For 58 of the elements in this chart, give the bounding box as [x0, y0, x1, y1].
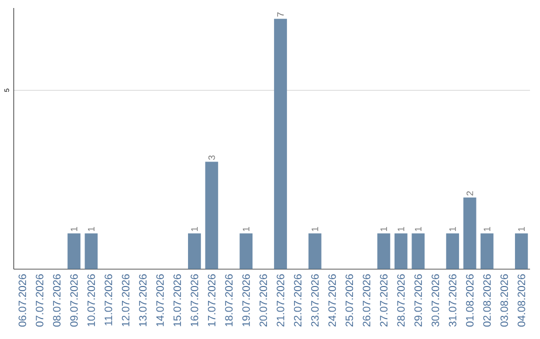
x-tick-label: 07.07.2026 — [36, 274, 44, 327]
bar — [463, 198, 476, 270]
bar — [480, 233, 494, 270]
bar — [240, 233, 253, 270]
data-label: 1 — [484, 227, 490, 232]
data-label: 1 — [398, 227, 404, 232]
data-label: 1 — [380, 227, 387, 232]
x-tick-label: 13.07.2026 — [139, 274, 147, 326]
x-tick-label: 08.07.2026 — [53, 274, 61, 327]
data-label: 2 — [466, 191, 474, 196]
x-tick-label: 14.07.2026 — [156, 274, 164, 326]
data-label: 7 — [277, 12, 284, 17]
x-tick-label: 17.07.2026 — [208, 274, 216, 326]
bar — [188, 233, 201, 270]
x-tick-label: 18.07.2026 — [225, 274, 233, 326]
bar — [446, 233, 460, 270]
x-tick-label: 10.07.2026 — [87, 274, 95, 326]
data-label: 1 — [312, 227, 318, 232]
data-label: 1 — [449, 227, 456, 232]
x-tick-label: 28.07.2026 — [397, 274, 405, 327]
bar — [274, 18, 287, 270]
x-tick-label: 06.07.2026 — [18, 274, 26, 327]
bar — [377, 233, 390, 270]
x-tick-label: 09.07.2026 — [70, 274, 78, 327]
x-tick-label: 26.07.2026 — [362, 274, 370, 327]
x-tick-label: 12.07.2026 — [122, 274, 130, 326]
data-label: 1 — [70, 227, 78, 232]
data-label: 1 — [414, 227, 422, 232]
x-tick-label: 31.07.2026 — [448, 274, 456, 327]
x-tick-label: 15.07.2026 — [173, 274, 182, 326]
x-tick-label: 02.08.2026 — [483, 274, 491, 327]
bar — [308, 233, 322, 270]
x-tick-label: 27.07.2026 — [380, 274, 388, 327]
data-label: 1 — [88, 227, 94, 232]
x-tick-label: 29.07.2026 — [414, 274, 422, 327]
x-tick-label: 11.07.2026 — [104, 274, 112, 326]
data-label: 1 — [518, 227, 525, 232]
x-tick-label: 16.07.2026 — [190, 274, 198, 326]
x-tick-label: 22.07.2026 — [294, 274, 302, 327]
x-tick-label: 23.07.2026 — [311, 274, 319, 327]
data-label: 3 — [208, 156, 215, 160]
bar — [394, 233, 408, 270]
x-tick-label: 04.08.2026 — [518, 274, 526, 327]
bar — [205, 162, 218, 270]
x-tick-label: 20.07.2026 — [260, 274, 268, 327]
x-tick-label: 03.08.2026 — [500, 274, 508, 327]
bar — [514, 233, 528, 270]
bar — [412, 233, 425, 270]
x-tick-label: 24.07.2026 — [328, 274, 336, 327]
x-tick-label: 25.07.2026 — [346, 274, 354, 327]
data-label: 1 — [242, 227, 250, 232]
x-tick-label: 19.07.2026 — [242, 274, 250, 326]
x-tick-label: 30.07.2026 — [432, 274, 440, 327]
x-tick-label: 01.08.2026 — [466, 274, 474, 327]
bar — [84, 233, 98, 270]
bar — [68, 233, 80, 270]
x-tick-label: 21.07.2026 — [276, 274, 284, 327]
data-label: 1 — [191, 227, 198, 232]
